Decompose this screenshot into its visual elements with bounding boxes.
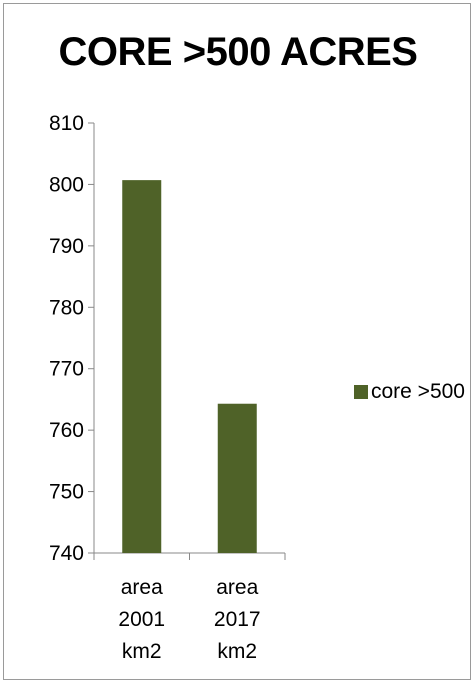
y-tick-label: 780 bbox=[49, 296, 84, 319]
y-tick-label: 770 bbox=[49, 358, 84, 381]
y-tick-label: 790 bbox=[49, 235, 84, 258]
chart-title: CORE >500 ACRES bbox=[58, 30, 418, 74]
chart-frame bbox=[3, 3, 471, 680]
legend: core >500 bbox=[354, 380, 465, 404]
y-tick-label: 750 bbox=[49, 481, 84, 504]
bar bbox=[122, 180, 162, 553]
legend-label: core >500 bbox=[371, 380, 465, 403]
x-category-label: km2 bbox=[122, 640, 162, 663]
x-category-label: 2001 bbox=[118, 608, 165, 631]
y-tick-label: 810 bbox=[49, 112, 84, 135]
y-tick-label: 760 bbox=[49, 419, 84, 442]
y-tick-label: 800 bbox=[49, 173, 84, 196]
legend-swatch bbox=[354, 385, 368, 399]
x-category-label: area bbox=[216, 576, 258, 599]
x-category-label: area bbox=[121, 576, 163, 599]
x-category-label: 2017 bbox=[214, 608, 261, 631]
y-tick-label: 740 bbox=[49, 542, 84, 565]
x-category-label: km2 bbox=[217, 640, 257, 663]
bar bbox=[217, 403, 257, 553]
